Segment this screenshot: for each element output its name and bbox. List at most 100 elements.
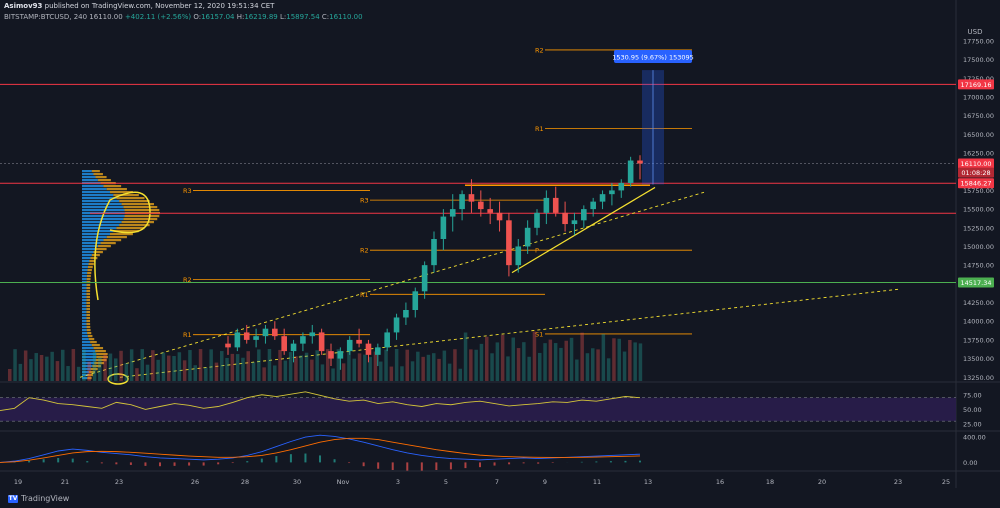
volume-profile-bar [86,290,91,293]
candle-body [281,336,287,352]
volume-bar [591,348,595,381]
volume-profile-bar [109,233,133,236]
volume-bar [193,365,197,381]
volume-bar [612,338,616,381]
volume-bar [368,357,372,381]
y-tick-label: 17250.00 [963,75,994,83]
volume-profile-bar [82,263,89,266]
signal-line [0,437,641,463]
pivot-label: S1 [535,330,543,338]
volume-bar [463,332,468,381]
x-tick-label: 26 [191,478,199,486]
volume-profile-bar [82,233,110,236]
rsi-tick-label: 25.00 [963,421,982,429]
volume-bar [601,334,606,381]
x-tick-label: 9 [543,478,547,486]
countdown-badge-bg [958,167,994,178]
x-tick-label: 23 [115,478,123,486]
volume-profile-bar [88,263,94,266]
volume-bar [251,362,256,381]
volume-bar [315,350,319,381]
volume-bar [373,351,378,381]
header-line-1: Asimov93 published on TradingView.com, N… [4,2,274,10]
volume-bar [511,337,515,381]
volume-bar [188,350,192,381]
volume-profile-bar [82,344,92,347]
candle-body [346,339,353,352]
volume-profile-bar [82,260,90,263]
rsi-line [0,391,641,412]
pivot-label: R3 [183,187,192,195]
candle-body [421,265,428,292]
volume-bar [76,366,81,381]
volume-profile-bar [119,200,150,203]
volume-profile-bar [82,287,87,290]
volume-profile-bar [82,254,92,257]
x-tick-label: 11 [593,478,601,486]
volume-profile-bar [86,293,91,296]
volume-profile-bar [82,185,104,188]
volume-profile-bar [113,230,139,233]
volume-bar [341,363,346,381]
volume-profile-bar [93,251,103,254]
volume-profile-bar [96,353,108,356]
volume-bar [34,353,38,381]
volume-bar [98,357,102,381]
volume-bar [400,366,404,381]
volume-profile-bar [86,299,91,302]
volume-profile-bar [95,359,107,362]
close-value: 16110.00 [329,13,363,21]
x-tick-label: Nov [337,478,350,486]
volume-profile-bar [82,176,96,179]
volume-bar [257,349,261,381]
volume-profile-bar [123,218,158,221]
volume-profile-bar [82,197,117,200]
volume-bar [469,349,473,381]
volume-profile-bar [123,206,158,209]
volume-profile-bar [82,206,124,209]
volume-bar [379,361,383,381]
volume-profile-bar [95,350,106,353]
volume-profile-bar [82,353,97,356]
volume-profile-bar [86,320,91,323]
volume-profile-bar [82,314,87,317]
candle-body [571,220,578,225]
volume-profile-bar [82,194,114,197]
candle-body [272,328,278,337]
volume-profile-bar [82,347,94,350]
candle-body [590,201,596,210]
volume-profile-bar [82,338,89,341]
volume-bar [580,332,584,381]
candle-body [243,332,250,340]
y-tick-label: 15000.00 [963,243,994,251]
volume-profile-bar [87,377,92,380]
last-price-badge: 16110.00 [960,160,991,168]
support-price-badge: 14517.34 [960,279,991,287]
pivot-label: R2 [360,247,369,255]
volume-profile-bar [97,245,111,248]
volume-profile-bar [86,308,91,311]
resistance-price-badge-bg [958,79,994,90]
zone-price-badge: 15846.27 [960,180,991,188]
x-tick-label: 13 [644,478,652,486]
volume-bar [310,359,314,381]
macd-tick-label: 0.00 [963,459,977,467]
volume-bar [485,336,489,381]
volume-profile-bar [86,278,91,281]
volume-profile-bar [82,377,88,380]
currency-label: USD [968,28,983,36]
volume-profile-bar [89,371,96,374]
volume-bar [119,350,123,381]
y-tick-label: 17500.00 [963,56,994,64]
candle-body [356,339,362,344]
volume-profile-bar [93,347,104,350]
volume-profile-bar [121,221,154,224]
y-tick-label: 17000.00 [963,94,994,102]
volume-profile-bar [82,305,87,308]
volume-bar [405,349,409,381]
volume-bar [606,358,611,381]
resistance-price-badge: 17169.16 [960,81,991,89]
volume-profile-bar [97,179,111,182]
pivot-label: R2 [183,276,192,284]
